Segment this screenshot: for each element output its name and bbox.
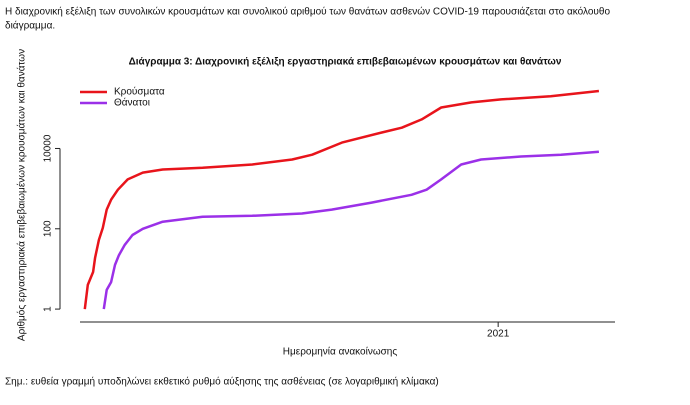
y-tick-label: 1	[43, 306, 54, 312]
note: Σημ.: ευθεία γραμμή υποδηλώνει εκθετικό …	[5, 376, 439, 388]
x-axis-title: Ημερομηνία ανακοίνωσης	[283, 346, 398, 358]
y-axis-title: Αριθμός εργαστηριακά επιβεβαιωμένων κρου…	[16, 49, 28, 341]
x-tick-label: 2021	[487, 329, 510, 340]
legend-label: Θάνατοι	[114, 97, 150, 109]
series-line	[83, 89, 600, 310]
chart-title: Διάγραμμα 3: Διαχρονική εξέλιξη εργαστηρ…	[129, 57, 562, 68]
legend-label: Κρούσματα	[114, 86, 165, 98]
intro-text: διάγραμμα.	[5, 20, 55, 32]
y-tick-label: 100	[43, 220, 54, 237]
y-tick-label: 10000	[43, 134, 54, 162]
series-line	[102, 150, 599, 310]
intro-text: Η διαχρονική εξέλιξη των συνολικών κρουσ…	[5, 6, 610, 18]
